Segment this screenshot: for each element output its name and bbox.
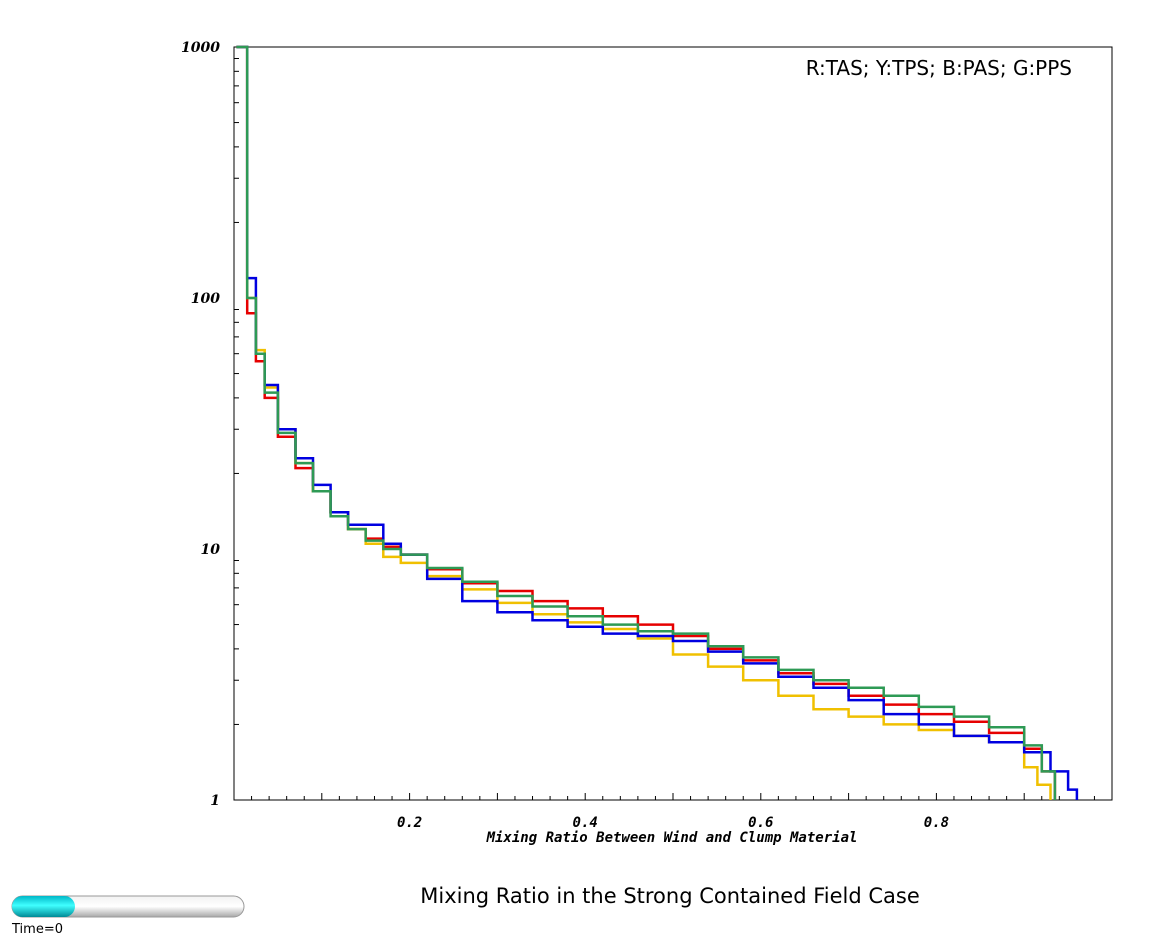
x-tick-labels: 0.2 0.4 0.6 0.8 <box>397 815 949 831</box>
plot-area <box>233 46 1113 801</box>
series-line-3 <box>236 45 1057 800</box>
time-label: Time=0 <box>11 922 63 937</box>
time-slider[interactable] <box>11 895 245 918</box>
x-tick-label: 0.2 <box>397 815 422 831</box>
x-minor-ticks <box>251 793 1095 800</box>
y-tick-label: 10 <box>201 542 221 558</box>
y-tick-label: 100 <box>191 291 220 307</box>
y-tick-label: 1000 <box>181 40 220 56</box>
x-axis-label: Mixing Ratio Between Wind and Clump Mate… <box>486 830 858 846</box>
series-line-0 <box>236 45 1057 800</box>
y-tick-label: 1 <box>210 793 220 809</box>
time-slider-fill[interactable] <box>12 896 75 917</box>
chart-title: Mixing Ratio in the Strong Contained Fie… <box>420 884 920 908</box>
y-tick-labels: 1 10 100 1000 <box>181 40 220 809</box>
x-tick-label: 0.8 <box>924 815 949 831</box>
x-tick-label: 0.6 <box>748 815 773 831</box>
series-lines <box>236 45 1079 800</box>
legend-text: R:TAS; Y:TPS; B:PAS; G:PPS <box>806 56 1072 80</box>
series-line-2 <box>236 45 1079 800</box>
x-tick-label: 0.4 <box>573 815 598 831</box>
y-minor-ticks <box>234 57 239 725</box>
